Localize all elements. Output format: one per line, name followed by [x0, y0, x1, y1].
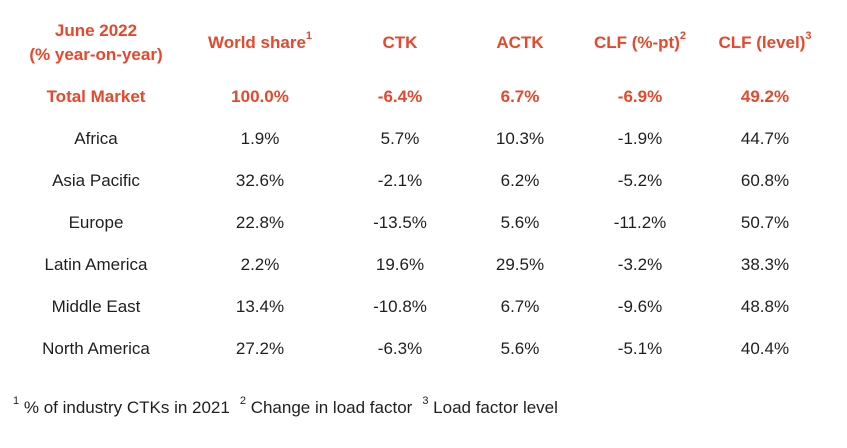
ctk-value: 19.6%: [375, 255, 425, 274]
region-name: Asia Pacific: [52, 171, 140, 190]
clf-level-value: 48.8%: [740, 297, 790, 316]
footnote-2: 2 Change in load factor: [239, 395, 413, 417]
region-name: Middle East: [51, 297, 141, 316]
actk-value: 5.6%: [500, 339, 540, 358]
header-world-share: World share1: [207, 30, 313, 52]
footnote-mark-2: 2: [679, 30, 687, 43]
region-name: Africa: [74, 129, 118, 148]
footnote-mark-3: 3: [805, 30, 812, 43]
clf-pt-value: -5.2%: [617, 171, 663, 190]
clf-level-value: 50.7%: [740, 213, 790, 232]
header-period: June 2022 (% year-on-year): [0, 19, 192, 67]
world-share-value: 100.0%: [231, 87, 289, 106]
footnote-3: 3 Load factor level: [422, 395, 558, 417]
ctk-value: -13.5%: [373, 213, 427, 232]
footnote-mark-1: 1: [305, 30, 313, 43]
actk-value: 10.3%: [495, 129, 545, 148]
region-name: North America: [42, 339, 150, 358]
clf-pt-value: -9.6%: [617, 297, 663, 316]
world-share-value: 2.2%: [240, 255, 280, 274]
world-share-value: 27.2%: [235, 339, 285, 358]
ctk-value: 5.7%: [380, 129, 420, 148]
clf-level-value: 38.3%: [740, 255, 790, 274]
actk-value: 29.5%: [495, 255, 545, 274]
header-clf-pt: CLF (%-pt)2: [593, 30, 687, 52]
clf-pt-value: -1.9%: [617, 129, 663, 148]
ctk-value: -10.8%: [373, 297, 427, 316]
header-clf-level: CLF (level)3: [718, 30, 812, 52]
region-name: Europe: [68, 213, 124, 232]
actk-value: 6.7%: [500, 87, 540, 106]
clf-level-value: 40.4%: [740, 339, 790, 358]
world-share-value: 32.6%: [235, 171, 285, 190]
clf-pt-value: -6.9%: [617, 87, 663, 106]
actk-value: 6.2%: [500, 171, 540, 190]
footnote-1: 1 % of industry CTKs in 2021: [13, 395, 230, 417]
header-actk: ACTK: [496, 33, 544, 52]
clf-pt-value: -11.2%: [613, 213, 667, 232]
header-ctk: CTK: [382, 33, 418, 52]
region-name: Latin America: [44, 255, 148, 274]
world-share-value: 1.9%: [240, 129, 280, 148]
clf-level-value: 49.2%: [740, 87, 790, 106]
world-share-value: 22.8%: [235, 213, 285, 232]
world-share-value: 13.4%: [235, 297, 285, 316]
ctk-value: -6.4%: [377, 87, 423, 106]
clf-level-value: 44.7%: [740, 129, 790, 148]
actk-value: 5.6%: [500, 213, 540, 232]
clf-level-value: 60.8%: [740, 171, 790, 190]
clf-pt-value: -5.1%: [617, 339, 663, 358]
ctk-value: -6.3%: [377, 339, 423, 358]
footnotes: 1 % of industry CTKs in 2021 2 Change in …: [13, 395, 558, 418]
ctk-value: -2.1%: [377, 171, 423, 190]
header-period-line1: June 2022: [54, 21, 138, 40]
header-period-line2: (% year-on-year): [29, 45, 163, 64]
clf-pt-value: -3.2%: [617, 255, 663, 274]
region-name: Total Market: [46, 87, 146, 106]
actk-value: 6.7%: [500, 297, 540, 316]
